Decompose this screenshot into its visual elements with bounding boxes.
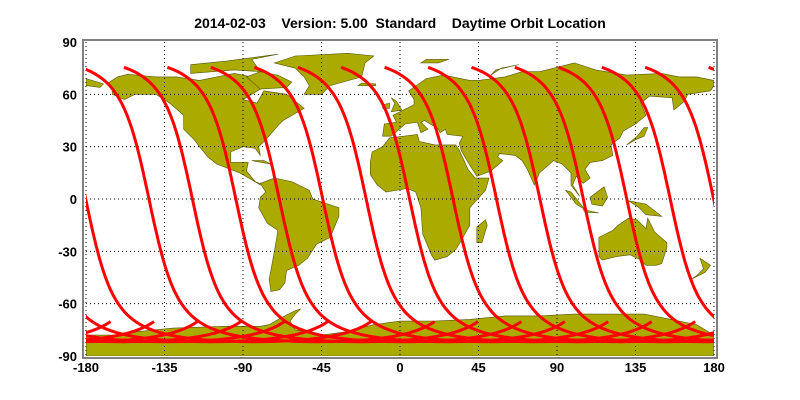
orbit-track [601, 65, 714, 319]
land-cuba [251, 160, 272, 165]
land-madagascar [476, 219, 488, 243]
x-tick-label: 0 [396, 360, 403, 375]
orbit-track [86, 193, 372, 344]
orbit-track [86, 67, 436, 344]
chart-title: 2014-02-03 Version: 5.00 Standard Daytim… [194, 15, 606, 31]
orbit-track [427, 65, 714, 344]
orbit-track [795, 67, 800, 341]
orbit-track [752, 67, 800, 341]
orbit-track [166, 65, 523, 344]
orbit-track [470, 65, 714, 344]
orbit-track [384, 65, 714, 344]
x-tick-label: -135 [151, 360, 177, 375]
x-tick-label: 90 [550, 360, 564, 375]
x-tick-label: -90 [234, 360, 253, 375]
land-chukotka [86, 78, 104, 88]
land-borneo [589, 186, 608, 207]
land-uk [390, 97, 403, 113]
x-tick-label: 180 [703, 360, 725, 375]
land-south-america [258, 177, 340, 292]
land-north-america [106, 73, 305, 186]
y-tick-label: 60 [63, 87, 77, 102]
orbit-track [708, 65, 714, 72]
x-tick-label: 135 [625, 360, 647, 375]
orbit-track [297, 65, 653, 344]
y-axis-ticks: 90 60 30 0 -30 -60 -90 [58, 35, 77, 364]
y-tick-label: -90 [58, 349, 77, 364]
orbit-track [340, 65, 696, 344]
y-tick-label: 90 [63, 35, 77, 50]
orbit-track [86, 314, 329, 344]
land-novaya-zemlya [490, 64, 519, 76]
land-greenland [273, 52, 375, 95]
orbit-track [557, 65, 714, 338]
orbit-track [644, 65, 714, 208]
land-svalbard [419, 59, 449, 64]
orbit-tracks [0, 65, 800, 344]
orbit-track [86, 320, 155, 342]
land-australia [598, 217, 668, 266]
orbit-track [253, 65, 610, 344]
orbit-track [123, 65, 479, 344]
x-tick-label: -180 [73, 360, 99, 375]
land-japan [626, 127, 649, 146]
orbit-track [210, 65, 566, 344]
y-tick-label: -30 [58, 244, 77, 259]
y-tick-label: 30 [63, 140, 77, 155]
orbit-track [0, 67, 67, 341]
x-axis-ticks: -180 -135 -90 -45 0 45 90 135 180 [73, 360, 725, 375]
land-new-zealand [691, 257, 711, 280]
orbit-track [514, 65, 714, 343]
y-tick-label: -60 [58, 297, 77, 312]
x-tick-label: 45 [471, 360, 485, 375]
land-new-guinea [628, 200, 663, 217]
orbit-track [0, 67, 24, 341]
plot-frame [82, 39, 718, 359]
x-tick-label: -45 [312, 360, 331, 375]
orbit-track [86, 320, 112, 335]
y-tick-label: 0 [70, 192, 77, 207]
